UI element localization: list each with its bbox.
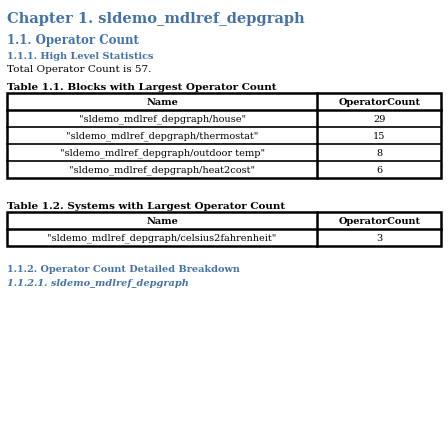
Text: Table 1.2. Systems with Largest Operator Count: Table 1.2. Systems with Largest Operator…: [7, 201, 285, 210]
Bar: [7, 94, 441, 178]
Text: 1.1.2.1. sldemo_mdlref_depgraph: 1.1.2.1. sldemo_mdlref_depgraph: [7, 278, 189, 287]
Text: Table 1.1. Blocks with Largest Operator Count: Table 1.1. Blocks with Largest Operator …: [7, 83, 276, 92]
Text: 1.1.2. Operator Count Detailed Breakdown: 1.1.2. Operator Count Detailed Breakdown: [7, 265, 240, 273]
Text: Name: Name: [146, 216, 178, 225]
Text: 29: 29: [373, 115, 385, 124]
Text: 1.1.1. High Level Statistics: 1.1.1. High Level Statistics: [7, 52, 154, 61]
Text: 1.1. Operator Count: 1.1. Operator Count: [7, 34, 139, 47]
Text: OperatorCount: OperatorCount: [338, 216, 420, 225]
Text: "sldemo_mdlref_depgraph/outdoor temp": "sldemo_mdlref_depgraph/outdoor temp": [60, 148, 265, 158]
Text: "sldemo_mdlref_depgraph/heat2cost": "sldemo_mdlref_depgraph/heat2cost": [69, 165, 255, 175]
Text: "sldemo_mdlref_depgraph/thermostat": "sldemo_mdlref_depgraph/thermostat": [66, 131, 258, 141]
Text: Name: Name: [146, 98, 178, 107]
Text: Chapter 1. sldemo_mdlref_depgraph: Chapter 1. sldemo_mdlref_depgraph: [7, 12, 305, 26]
Text: 8: 8: [376, 149, 382, 158]
Bar: [7, 213, 441, 246]
Text: 3: 3: [376, 233, 382, 242]
Text: "sldemo_mdlref_depgraph/celsius2fahrenheit": "sldemo_mdlref_depgraph/celsius2fahrenhe…: [47, 233, 277, 243]
Text: Total Operator Count is 57.: Total Operator Count is 57.: [7, 65, 151, 74]
Text: 15: 15: [373, 132, 385, 141]
Text: OperatorCount: OperatorCount: [338, 98, 420, 107]
Text: 6: 6: [376, 166, 382, 175]
Text: "sldemo_mdlref_depgraph/house": "sldemo_mdlref_depgraph/house": [78, 115, 246, 124]
